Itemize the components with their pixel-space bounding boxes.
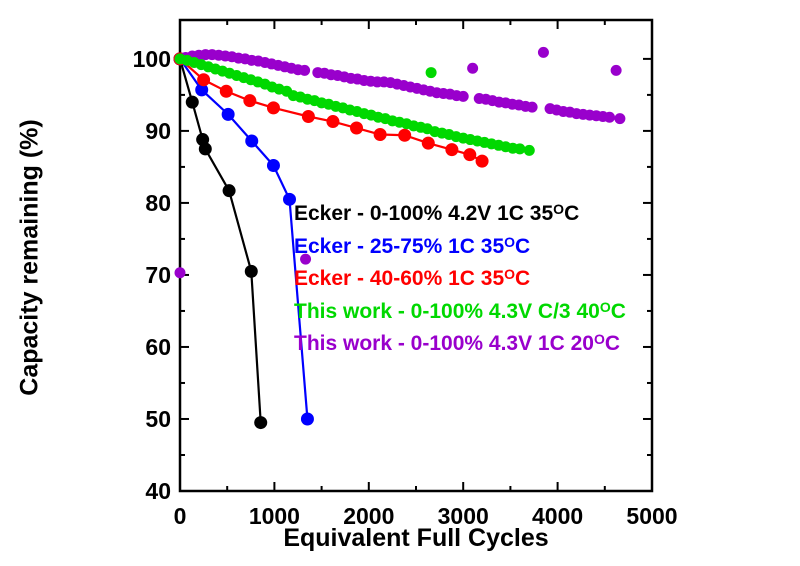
data-point xyxy=(350,121,364,135)
data-point xyxy=(523,144,535,156)
data-point xyxy=(197,73,211,87)
data-point xyxy=(222,184,236,198)
legend-item-ecker-25-75: Ecker - 25-75% 1C 35OC xyxy=(294,234,626,267)
legend-superscript: O xyxy=(599,298,611,315)
data-point xyxy=(299,64,311,76)
data-point xyxy=(467,62,479,74)
data-point xyxy=(526,101,538,113)
x-tick-label: 5000 xyxy=(626,503,677,529)
data-point xyxy=(301,110,315,124)
legend-superscript: O xyxy=(504,233,516,250)
legend-superscript: O xyxy=(593,331,605,347)
data-point xyxy=(445,143,459,157)
y-axis-title: Capacity remaining (%) xyxy=(15,119,44,396)
x-tick-label: 0 xyxy=(174,503,187,529)
legend-label: This work - 0-100% 4.3V 1C 20 xyxy=(294,332,594,355)
y-tick-label: 90 xyxy=(145,118,171,144)
data-point xyxy=(245,134,259,148)
series-ecker-40-60-1c-35c xyxy=(173,52,489,168)
y-tick-label: 100 xyxy=(133,46,171,72)
x-tick-label: 1000 xyxy=(249,503,300,529)
legend-label-end: C xyxy=(610,299,626,323)
data-point xyxy=(614,113,626,125)
series-this-work-0-100-4p3v-c3-40c xyxy=(174,53,535,156)
data-point xyxy=(300,412,314,426)
y-tick-label: 80 xyxy=(145,190,171,216)
legend-superscript: O xyxy=(553,201,565,217)
series-ecker-25-75-1c-35c xyxy=(173,52,314,426)
legend-label-end: C xyxy=(564,202,580,225)
tick-labels: 0 1000 2000 3000 4000 5000 40 50 60 70 80 90 100 xyxy=(133,46,678,529)
legend-item-ecker-40-60: Ecker - 40-60% 1C 35OC xyxy=(294,266,626,299)
data-point xyxy=(475,154,489,168)
x-axis-title: Equivalent Full Cycles xyxy=(283,524,549,552)
data-point xyxy=(610,64,622,76)
y-tick-label: 50 xyxy=(145,406,171,432)
legend-item-this-work-1c: This work - 0-100% 4.3V 1C 20OC xyxy=(294,331,626,364)
data-point xyxy=(244,264,258,278)
y-tick-label: 70 xyxy=(145,262,171,288)
series-ecker-0-100-4p2v-1c-35c xyxy=(173,52,268,430)
data-point xyxy=(300,253,312,265)
data-point xyxy=(266,158,280,172)
legend-label-end: C xyxy=(515,234,531,258)
data-point xyxy=(463,148,477,162)
series-line xyxy=(178,58,262,423)
data-point xyxy=(266,101,280,115)
data-point xyxy=(604,111,616,123)
data-point xyxy=(221,107,235,121)
data-point xyxy=(254,416,268,430)
x-tick-label: 3000 xyxy=(438,503,489,529)
data-point xyxy=(326,115,340,129)
data-point xyxy=(421,136,435,150)
legend-label: Ecker - 25-75% 1C 35 xyxy=(294,234,505,258)
data-point xyxy=(398,128,412,142)
data-point xyxy=(514,143,526,155)
data-point xyxy=(174,267,186,279)
x-tick-label: 2000 xyxy=(343,503,394,529)
legend-label: This work - 0-100% 4.3V C/3 40 xyxy=(294,299,600,323)
legend-label: Ecker - 0-100% 4.2V 1C 35 xyxy=(294,202,554,225)
series-line xyxy=(179,58,309,420)
legend-label-end: C xyxy=(604,332,621,355)
axes-frame xyxy=(178,18,654,493)
legend: Ecker - 0-100% 4.2V 1C 35OC Ecker - 25-7… xyxy=(294,201,626,364)
data-point xyxy=(219,84,233,98)
legend-item-ecker-0-100: Ecker - 0-100% 4.2V 1C 35OC xyxy=(294,201,626,234)
legend-label-end: C xyxy=(515,267,531,290)
y-tick-label: 40 xyxy=(145,478,171,504)
data-point xyxy=(198,142,212,156)
data-point xyxy=(283,192,297,206)
legend-label: Ecker - 40-60% 1C 35 xyxy=(294,267,505,290)
data-point xyxy=(537,46,549,58)
data-point xyxy=(195,83,209,97)
x-tick-label: 4000 xyxy=(532,503,583,529)
legend-superscript: O xyxy=(504,266,516,282)
data-point xyxy=(185,95,199,109)
data-point xyxy=(457,90,469,102)
data-point xyxy=(243,94,257,108)
legend-item-this-work-c3: This work - 0-100% 4.3V C/3 40OC xyxy=(294,299,626,332)
data-point xyxy=(373,128,387,142)
data-point xyxy=(425,67,437,79)
y-tick-label: 60 xyxy=(145,334,171,360)
